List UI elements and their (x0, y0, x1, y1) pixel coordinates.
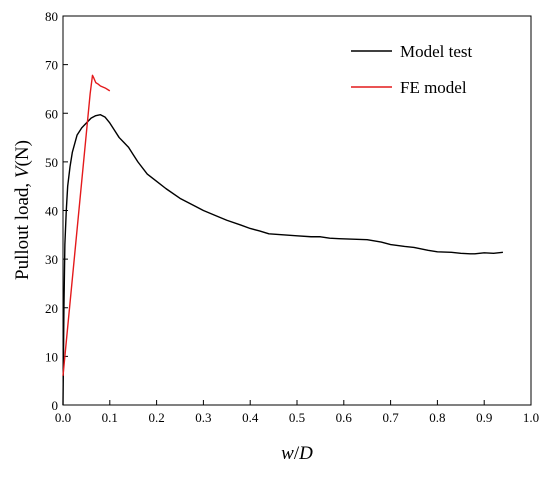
legend: Model test FE model (351, 42, 473, 97)
legend-label-fe-model: FE model (400, 78, 467, 97)
y-axis-label: Pullout load, V(N) (12, 140, 33, 280)
x-tick-label: 0.5 (289, 410, 305, 425)
x-axis-label: w/D (281, 443, 313, 464)
x-tick-label: 0.8 (429, 410, 445, 425)
series-layer (62, 74, 503, 406)
x-tick-label: 0.0 (55, 410, 71, 425)
y-tick-label: 60 (45, 106, 58, 121)
y-tick-label: 20 (45, 301, 58, 316)
x-tick-label: 0.1 (102, 410, 118, 425)
x-tick-label: 0.6 (336, 410, 353, 425)
x-tick-label: 0.4 (242, 410, 259, 425)
x-tick-label: 0.2 (148, 410, 164, 425)
y-tick-label: 0 (52, 398, 59, 413)
y-tick-label: 10 (45, 349, 58, 364)
y-tick-label: 30 (45, 252, 58, 267)
x-tick-label: 0.9 (476, 410, 492, 425)
y-tick-label: 70 (45, 58, 58, 73)
plot-area (62, 15, 532, 406)
x-tick-label: 0.3 (195, 410, 211, 425)
series-line-model-test (62, 114, 503, 406)
y-tick-label: 50 (45, 155, 58, 170)
x-tick-label: 1.0 (523, 410, 539, 425)
y-tick-label: 80 (45, 9, 58, 24)
legend-label-model-test: Model test (400, 42, 473, 61)
x-tick-label: 0.7 (382, 410, 399, 425)
x-axis: 0.0 0.1 0.2 0.3 0.4 0.5 0.6 0.7 0.8 0.9 1.0 (55, 400, 539, 425)
y-axis: 0 10 20 30 40 50 60 70 80 (45, 9, 68, 413)
series-line-fe-model (62, 74, 111, 376)
y-tick-label: 40 (45, 204, 58, 219)
